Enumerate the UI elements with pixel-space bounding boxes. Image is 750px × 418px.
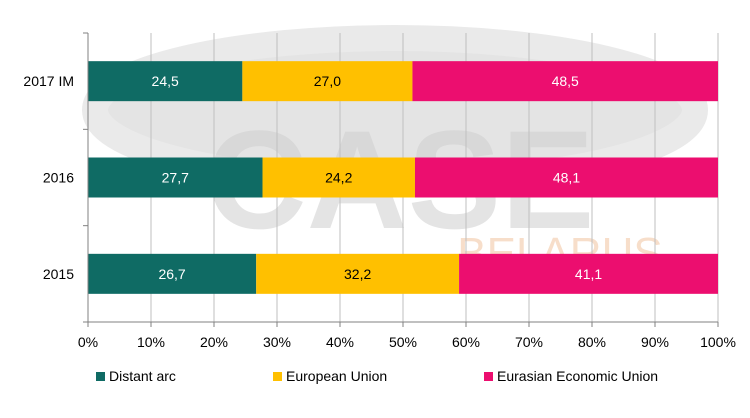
x-tick-label: 80% bbox=[578, 334, 606, 350]
bar-segment bbox=[459, 253, 718, 294]
x-tick-label: 50% bbox=[389, 334, 417, 350]
category-label: 2015 bbox=[43, 266, 74, 282]
legend-label: Eurasian Economic Union bbox=[497, 368, 658, 384]
legend-swatch bbox=[273, 372, 282, 381]
bar-segment bbox=[412, 61, 718, 102]
bar-data-label: 24,5 bbox=[152, 73, 179, 89]
legend-swatch bbox=[484, 372, 493, 381]
x-tick-label: 60% bbox=[452, 334, 480, 350]
bar-data-label: 41,1 bbox=[575, 266, 602, 282]
bar-data-label: 24,2 bbox=[325, 170, 352, 186]
x-tick-label: 90% bbox=[641, 334, 669, 350]
bar-data-label: 48,1 bbox=[553, 170, 580, 186]
x-tick-label: 100% bbox=[700, 334, 736, 350]
bar-segment bbox=[88, 157, 263, 198]
category-label: 2017 IM bbox=[23, 73, 74, 89]
x-tick-label: 40% bbox=[326, 334, 354, 350]
bar-data-label: 32,2 bbox=[344, 266, 371, 282]
legend: Distant arc European Union Eurasian Econom… bbox=[96, 368, 658, 384]
legend-swatch bbox=[96, 372, 105, 381]
x-tick-label: 0% bbox=[78, 334, 98, 350]
bar-segment bbox=[256, 253, 460, 294]
bar-segment bbox=[414, 157, 718, 198]
bar-segment bbox=[88, 61, 243, 102]
bar-data-label: 27,7 bbox=[162, 170, 189, 186]
legend-label: European Union bbox=[286, 368, 387, 384]
bar-data-label: 48,5 bbox=[552, 73, 579, 89]
x-tick-label: 70% bbox=[515, 334, 543, 350]
x-tick-label: 10% bbox=[137, 334, 165, 350]
legend-label: Distant arc bbox=[109, 368, 176, 384]
x-tick-label: 30% bbox=[263, 334, 291, 350]
bar-segment bbox=[242, 61, 413, 102]
bar-segment bbox=[88, 253, 257, 294]
x-tick-label: 20% bbox=[200, 334, 228, 350]
axes-layer: 0% 10% 20% 30% 40% 50% 60% 70% 80% 90% 100% 2017 IM… bbox=[23, 32, 736, 350]
bar-data-label: 27,0 bbox=[314, 73, 341, 89]
bars-layer: 24,5 27,0 48,5 27,7 24,2 48,1 26,7 32,2 41,1 bbox=[88, 61, 718, 294]
category-label: 2016 bbox=[43, 170, 74, 186]
bar-segment bbox=[262, 157, 415, 198]
bar-data-label: 26,7 bbox=[158, 266, 185, 282]
